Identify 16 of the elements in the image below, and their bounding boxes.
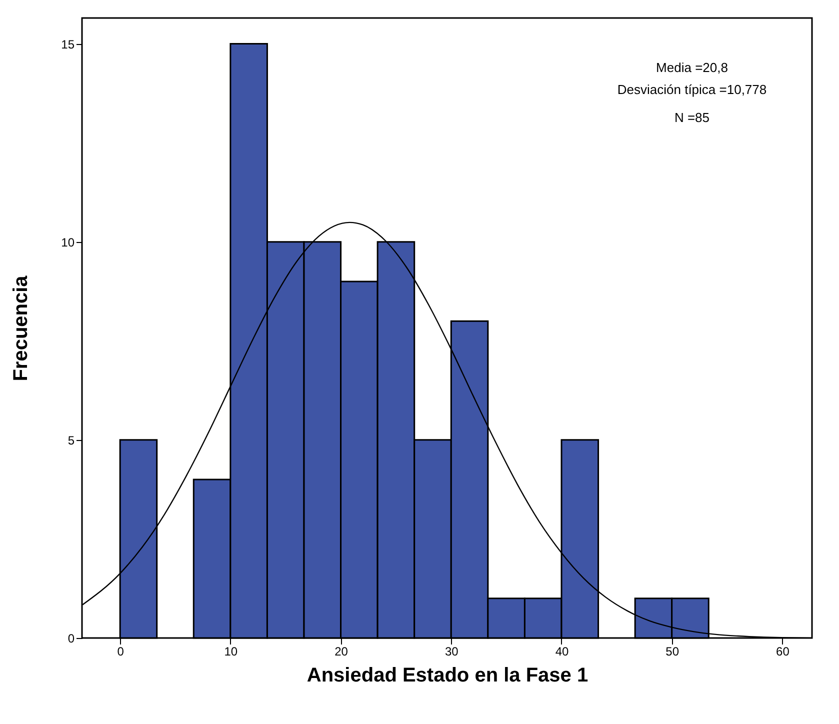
x-tick-label: 50 — [666, 644, 680, 658]
x-tick-label: 10 — [224, 644, 238, 658]
x-tick-label: 20 — [334, 644, 348, 658]
x-tick-label: 0 — [117, 644, 124, 658]
annotation: N =85 — [674, 110, 710, 125]
x-axis-title: Ansiedad Estado en la Fase 1 — [306, 664, 588, 686]
y-tick-label: 10 — [61, 235, 75, 250]
x-tick-label: 60 — [776, 644, 790, 658]
y-tick-label: 5 — [68, 433, 75, 448]
x-tick-label: 30 — [444, 644, 459, 658]
y-tick-label: 0 — [68, 632, 75, 646]
y-tick-label: 15 — [61, 37, 75, 52]
annotation: Media =20,8 — [656, 60, 728, 75]
x-tick-label: 40 — [555, 644, 569, 658]
annotation: Desviación típica =10,778 — [617, 82, 767, 97]
y-axis-title: Frecuencia — [10, 274, 32, 382]
